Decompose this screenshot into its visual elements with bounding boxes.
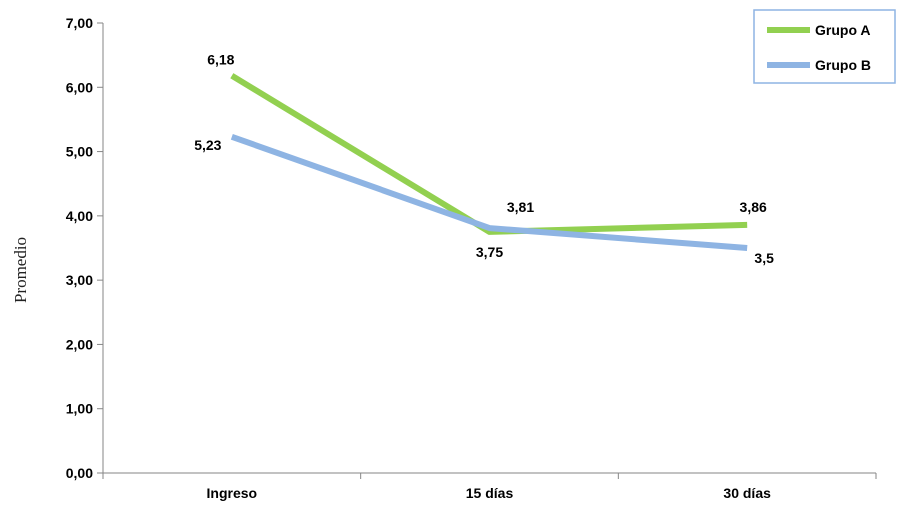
data-label: 3,75 bbox=[476, 244, 503, 260]
data-label: 3,86 bbox=[740, 199, 767, 215]
x-tick-label: Ingreso bbox=[207, 485, 258, 501]
data-labels: 6,18 3,75 3,86 5,23 3,81 3,5 bbox=[194, 52, 774, 266]
y-tick-label: 0,00 bbox=[66, 465, 93, 481]
series-line-grupo-b bbox=[230, 133, 748, 251]
y-tick-label: 5,00 bbox=[66, 144, 93, 160]
y-tick-label: 2,00 bbox=[66, 336, 93, 352]
y-tick-label: 1,00 bbox=[66, 401, 93, 417]
legend-label: Grupo A bbox=[815, 22, 870, 38]
data-label: 3,81 bbox=[507, 199, 534, 215]
axes: 0,00 1,00 2,00 3,00 4,00 5,00 6,00 7,00 Ingreso 1… bbox=[66, 15, 877, 501]
data-label: 5,23 bbox=[194, 137, 221, 153]
series-line-grupo-a bbox=[230, 73, 748, 235]
data-label: 3,5 bbox=[754, 250, 774, 266]
y-axis-title: Promedio bbox=[11, 237, 30, 303]
x-tick-label: 30 días bbox=[723, 485, 771, 501]
legend-label: Grupo B bbox=[815, 57, 871, 73]
y-tick-label: 4,00 bbox=[66, 208, 93, 224]
y-tick-label: 3,00 bbox=[66, 272, 93, 288]
x-tick-label: 15 días bbox=[466, 485, 514, 501]
legend-box bbox=[753, 9, 896, 84]
y-tick-label: 7,00 bbox=[66, 15, 93, 31]
data-label: 6,18 bbox=[207, 52, 234, 68]
y-tick-label: 6,00 bbox=[66, 79, 93, 95]
series-layer bbox=[230, 73, 748, 251]
legend: Grupo A Grupo B bbox=[753, 9, 896, 84]
